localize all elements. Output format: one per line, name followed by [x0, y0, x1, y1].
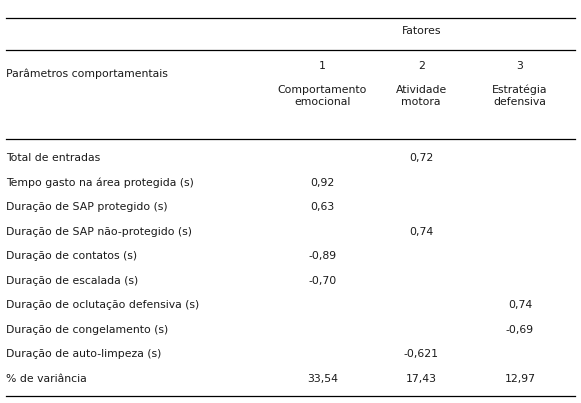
- Text: Duração de oclutação defensiva (s): Duração de oclutação defensiva (s): [6, 300, 199, 310]
- Text: 12,97: 12,97: [504, 374, 536, 384]
- Text: % de variância: % de variância: [6, 374, 87, 384]
- Text: 33,54: 33,54: [307, 374, 338, 384]
- Text: 0,74: 0,74: [409, 226, 433, 237]
- Text: 0,72: 0,72: [409, 153, 433, 163]
- Text: -0,89: -0,89: [309, 251, 336, 261]
- Text: Fatores: Fatores: [401, 26, 441, 35]
- Text: 0,92: 0,92: [310, 178, 335, 188]
- Text: Comportamento
emocional: Comportamento emocional: [278, 85, 367, 107]
- Text: Parâmetros comportamentais: Parâmetros comportamentais: [6, 68, 168, 79]
- Text: Atividade
motora: Atividade motora: [396, 85, 447, 107]
- Text: Duração de auto-limpeza (s): Duração de auto-limpeza (s): [6, 349, 161, 359]
- Text: Tempo gasto na área protegida (s): Tempo gasto na área protegida (s): [6, 177, 193, 188]
- Text: 2: 2: [418, 61, 425, 71]
- Text: Duração de escalada (s): Duração de escalada (s): [6, 276, 138, 286]
- Text: 3: 3: [517, 61, 523, 71]
- Text: 0,74: 0,74: [508, 300, 532, 310]
- Text: Duração de SAP não-protegido (s): Duração de SAP não-protegido (s): [6, 226, 192, 237]
- Text: Duração de contatos (s): Duração de contatos (s): [6, 251, 137, 261]
- Text: 0,63: 0,63: [310, 202, 335, 212]
- Text: Estratégia
defensiva: Estratégia defensiva: [492, 85, 548, 107]
- Text: Duração de SAP protegido (s): Duração de SAP protegido (s): [6, 202, 167, 212]
- Text: -0,70: -0,70: [309, 276, 336, 286]
- Text: -0,621: -0,621: [404, 349, 439, 359]
- Text: Total de entradas: Total de entradas: [6, 153, 100, 163]
- Text: -0,69: -0,69: [506, 325, 534, 334]
- Text: 17,43: 17,43: [406, 374, 437, 384]
- Text: 1: 1: [319, 61, 326, 71]
- Text: Duração de congelamento (s): Duração de congelamento (s): [6, 325, 168, 334]
